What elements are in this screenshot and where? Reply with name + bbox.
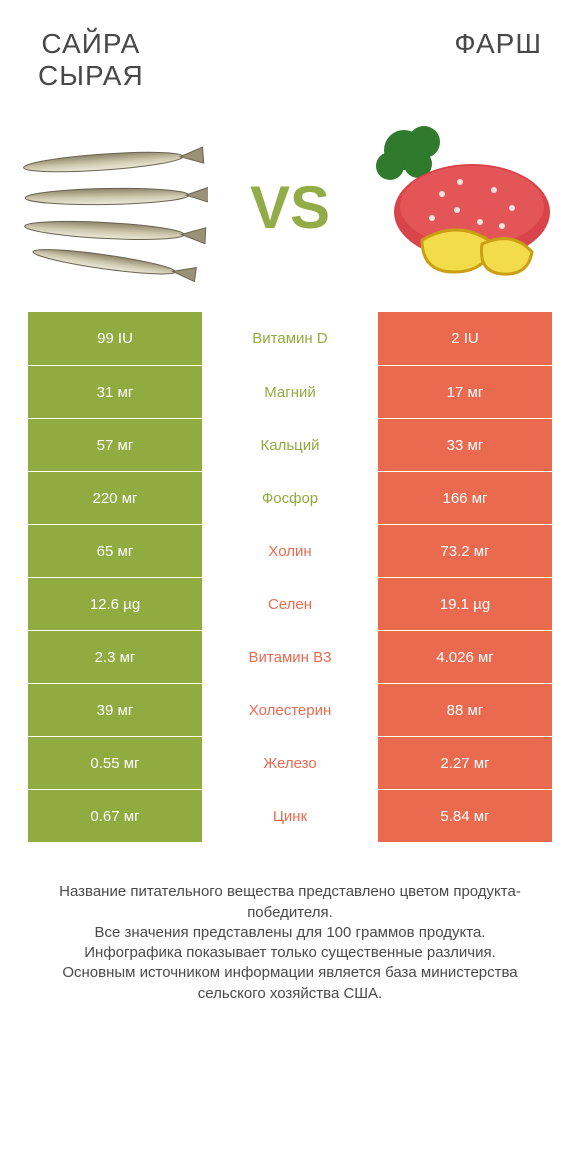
left-value: 0.55 мг	[28, 736, 202, 789]
right-value: 4.026 мг	[378, 630, 552, 683]
left-value: 31 мг	[28, 365, 202, 418]
comparison-table: 99 IUВитамин D2 IU31 мгМагний17 мг57 мгК…	[28, 312, 552, 842]
nutrient-name: Холестерин	[202, 683, 378, 736]
nutrient-name: Магний	[202, 365, 378, 418]
left-value: 57 мг	[28, 418, 202, 471]
right-value: 166 мг	[378, 471, 552, 524]
table-row: 220 мгФосфор166 мг	[28, 471, 552, 524]
nutrient-name: Селен	[202, 577, 378, 630]
vs-label: VS	[250, 173, 330, 242]
left-value: 39 мг	[28, 683, 202, 736]
table-row: 0.67 мгЦинк5.84 мг	[28, 789, 552, 842]
left-value: 2.3 мг	[28, 630, 202, 683]
left-value: 65 мг	[28, 524, 202, 577]
table-row: 99 IUВитамин D2 IU	[28, 312, 552, 365]
table-row: 39 мгХолестерин88 мг	[28, 683, 552, 736]
footnote-line: Основным источником информации является …	[34, 963, 546, 1004]
hero-area: VS	[28, 102, 552, 312]
right-value: 73.2 мг	[378, 524, 552, 577]
right-value: 88 мг	[378, 683, 552, 736]
nutrient-name: Кальций	[202, 418, 378, 471]
right-value: 33 мг	[378, 418, 552, 471]
fish-illustration	[18, 132, 208, 282]
left-value: 220 мг	[28, 471, 202, 524]
right-food-title: ФАРШ	[454, 28, 542, 60]
mince-illustration	[362, 122, 552, 292]
left-food-title: САЙРАСЫРАЯ	[38, 28, 144, 92]
table-row: 57 мгКальций33 мг	[28, 418, 552, 471]
table-row: 12.6 µgСелен19.1 µg	[28, 577, 552, 630]
table-row: 31 мгМагний17 мг	[28, 365, 552, 418]
right-value: 2.27 мг	[378, 736, 552, 789]
right-value: 5.84 мг	[378, 789, 552, 842]
titles-row: САЙРАСЫРАЯ ФАРШ	[28, 28, 552, 92]
nutrient-name: Витамин D	[202, 312, 378, 365]
right-value: 19.1 µg	[378, 577, 552, 630]
footnote-line: Инфографика показывает только существенн…	[34, 943, 546, 963]
nutrient-name: Фосфор	[202, 471, 378, 524]
right-value: 17 мг	[378, 365, 552, 418]
nutrient-name: Железо	[202, 736, 378, 789]
left-value: 99 IU	[28, 312, 202, 365]
right-value: 2 IU	[378, 312, 552, 365]
left-value: 0.67 мг	[28, 789, 202, 842]
table-row: 65 мгХолин73.2 мг	[28, 524, 552, 577]
footnote-line: Название питательного вещества представл…	[34, 882, 546, 923]
table-row: 2.3 мгВитамин B34.026 мг	[28, 630, 552, 683]
footnotes: Название питательного вещества представл…	[28, 882, 552, 1004]
left-value: 12.6 µg	[28, 577, 202, 630]
footnote-line: Все значения представлены для 100 граммо…	[34, 923, 546, 943]
nutrient-name: Витамин B3	[202, 630, 378, 683]
table-row: 0.55 мгЖелезо2.27 мг	[28, 736, 552, 789]
nutrient-name: Холин	[202, 524, 378, 577]
nutrient-name: Цинк	[202, 789, 378, 842]
infographic-root: САЙРАСЫРАЯ ФАРШ	[0, 0, 580, 1174]
